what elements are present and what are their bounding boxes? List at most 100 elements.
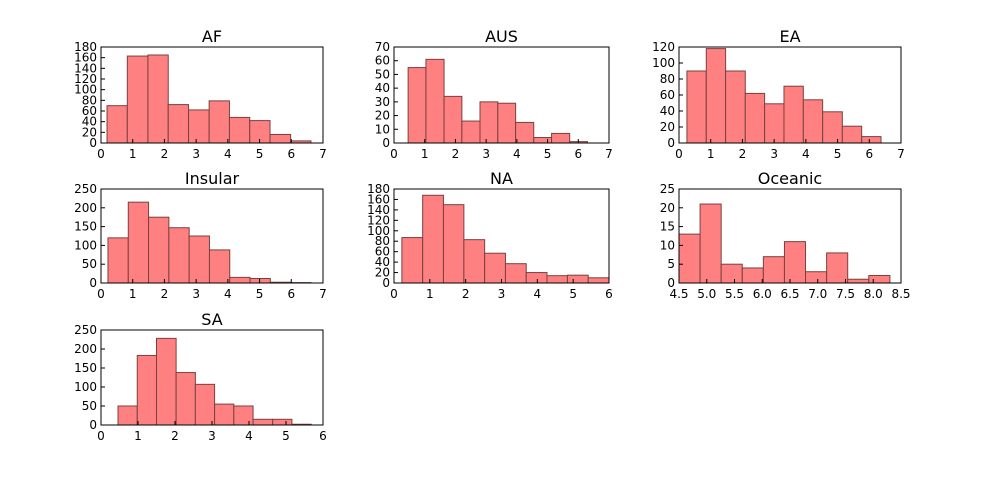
y-tick-label: 140 (74, 61, 97, 75)
bar (443, 95, 463, 144)
bar (783, 241, 807, 284)
x-tick-label: 6 (287, 147, 295, 161)
bar (678, 233, 701, 284)
y-tick-label: 15 (660, 220, 675, 234)
bar (805, 271, 828, 284)
bar (525, 272, 548, 284)
bar (826, 252, 849, 284)
x-tick-label: 7 (319, 147, 327, 161)
y-tick-label: 40 (375, 81, 390, 95)
x-tick-label: 5 (834, 147, 842, 161)
bar (127, 201, 150, 284)
x-tick-label: 6 (865, 147, 873, 161)
bar (442, 204, 465, 284)
x-tick-label: 6.5 (780, 287, 799, 301)
bar (425, 58, 445, 144)
x-tick-label: 0 (390, 287, 398, 301)
x-tick-label: 1 (129, 147, 137, 161)
bar (822, 111, 843, 144)
x-tick-label: 0 (97, 147, 105, 161)
bar (167, 104, 190, 144)
bar (868, 274, 891, 284)
x-tick-label: 5 (256, 287, 264, 301)
bar (783, 85, 804, 144)
x-tick-label: 6 (287, 287, 295, 301)
bar (686, 70, 707, 144)
y-tick-label: 200 (74, 201, 97, 215)
bar (587, 277, 610, 284)
x-tick-label: 0 (390, 147, 398, 161)
subplot-title: Insular (185, 169, 240, 188)
x-tick-label: 5.0 (697, 287, 716, 301)
y-tick-label: 120 (74, 72, 97, 86)
bar (762, 256, 785, 284)
y-tick-label: 50 (82, 257, 97, 271)
x-tick-label: 3 (192, 287, 200, 301)
y-tick-label: 10 (375, 122, 390, 136)
bar (228, 116, 251, 144)
bar (841, 125, 863, 144)
x-tick-label: 0 (97, 287, 105, 301)
bar (214, 403, 235, 426)
bar (720, 263, 743, 284)
y-tick-label: 160 (367, 192, 390, 206)
x-tick-label: 4 (802, 147, 810, 161)
plot-frame (100, 188, 324, 284)
y-tick-label: 70 (375, 40, 390, 54)
subplot: SA 0 1 2 3 4 5 6 0 50 100 150 200 250 (74, 310, 327, 443)
x-tick-label: 3 (482, 147, 490, 161)
subplot: Oceanic 4.5 5.0 5.5 6.0 6.5 7.0 7.5 8.0 8.5 0 5 10 15… (660, 169, 911, 301)
x-tick-label: 8.0 (864, 287, 883, 301)
bar (407, 67, 427, 144)
y-tick-label: 250 (74, 182, 97, 196)
bar (147, 54, 169, 144)
y-tick-label: 120 (367, 213, 390, 227)
bar (515, 121, 535, 144)
x-tick-label: 2 (161, 147, 169, 161)
x-tick-label: 3 (770, 147, 778, 161)
x-tick-label: 2 (452, 147, 460, 161)
y-tick-label: 20 (660, 201, 675, 215)
x-tick-label: 5 (569, 287, 577, 301)
x-tick-label: 5 (544, 147, 552, 161)
x-tick-label: 5 (282, 429, 290, 443)
x-tick-label: 4.5 (669, 287, 688, 301)
bar (847, 278, 870, 284)
y-tick-label: 20 (82, 125, 97, 139)
bar (744, 92, 766, 144)
x-tick-label: 7 (319, 287, 327, 301)
x-tick-label: 7.5 (836, 287, 855, 301)
bar (802, 99, 824, 144)
bar (533, 137, 553, 144)
bar (269, 133, 292, 144)
x-tick-label: 7 (897, 147, 905, 161)
bar (497, 102, 517, 144)
y-tick-label: 50 (82, 399, 97, 413)
y-tick-label: 50 (375, 67, 390, 81)
subplot-title: NA (490, 169, 513, 188)
x-tick-label: 3 (192, 147, 200, 161)
y-tick-label: 60 (82, 104, 97, 118)
x-tick-label: 0 (675, 147, 683, 161)
y-tick-label: 0 (89, 418, 97, 432)
y-tick-label: 0 (667, 276, 675, 290)
bar (699, 203, 722, 284)
x-tick-label: 5.5 (725, 287, 744, 301)
y-tick-label: 60 (375, 54, 390, 68)
x-tick-label: 7 (605, 147, 613, 161)
bar (229, 276, 251, 284)
y-tick-label: 100 (74, 238, 97, 252)
bar (107, 237, 129, 284)
y-tick-label: 25 (660, 182, 675, 196)
y-tick-label: 40 (82, 115, 97, 129)
x-tick-label: 3 (498, 287, 506, 301)
x-tick-label: 4 (513, 147, 521, 161)
bar (504, 263, 527, 284)
y-tick-label: 250 (74, 323, 97, 337)
x-tick-label: 0 (97, 429, 105, 443)
bar (136, 354, 157, 426)
x-tick-label: 6 (574, 147, 582, 161)
bar (106, 105, 128, 144)
bar (551, 132, 571, 144)
